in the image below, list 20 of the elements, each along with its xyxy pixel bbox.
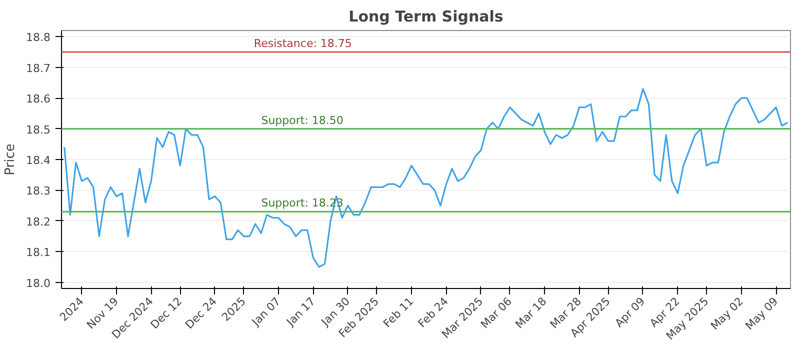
- line-series: [64, 88, 788, 268]
- ref-line-label: Support: 18.50: [261, 114, 344, 127]
- x-tick-label: Feb 11: [380, 294, 416, 330]
- y-tick-label: 18.6: [26, 92, 51, 106]
- y-tick-label: 18.8: [26, 31, 51, 44]
- ref-line-label: Resistance: 18.75: [254, 37, 352, 50]
- y-tick-label: 18.5: [26, 123, 51, 136]
- y-tick-label: 18.7: [26, 62, 51, 75]
- y-tick-label: 18.4: [26, 154, 51, 167]
- chart-title: Long Term Signals: [348, 8, 504, 26]
- x-tick-label: Mar 18: [512, 294, 550, 332]
- y-tick-label: 18.2: [26, 215, 51, 228]
- y-tick-label: 18.0: [26, 276, 51, 290]
- y-tick-label: 18.3: [26, 184, 51, 198]
- y-tick-label: 18.1: [26, 246, 51, 260]
- y-axis-title: Price: [3, 144, 18, 176]
- x-tick-label: Jan 07: [248, 294, 284, 330]
- x-tick-label: Dec 24: [182, 294, 220, 332]
- x-tick-label: Jan 17: [284, 294, 318, 330]
- x-tick-label: Apr 09: [612, 294, 648, 330]
